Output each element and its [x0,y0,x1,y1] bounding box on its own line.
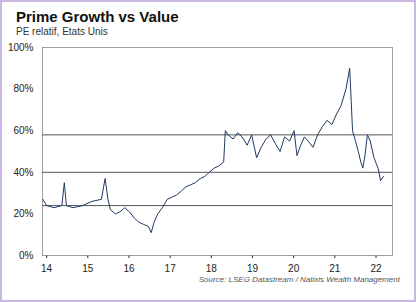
svg-text:22: 22 [370,263,382,274]
svg-text:16: 16 [123,263,135,274]
svg-text:80%: 80% [13,83,33,94]
svg-text:20%: 20% [13,208,33,219]
svg-text:60%: 60% [13,125,33,136]
svg-text:19: 19 [247,263,259,274]
svg-text:17: 17 [165,263,177,274]
svg-text:100%: 100% [8,42,34,53]
svg-text:40%: 40% [13,167,33,178]
html-text:Source: LSEG Datastream / Nati: Source: LSEG Datastream / Natixis Wealth… [198,275,400,284]
svg-text:15: 15 [82,263,94,274]
svg-text:14: 14 [41,263,53,274]
html-text:PE relatif, Etats Unis: PE relatif, Etats Unis [16,26,108,37]
svg-text:18: 18 [206,263,218,274]
svg-text:21: 21 [329,263,341,274]
svg-text:0%: 0% [19,250,34,261]
svg-text:20: 20 [288,263,300,274]
html-text:Prime Growth vs Value: Prime Growth vs Value [16,8,179,25]
